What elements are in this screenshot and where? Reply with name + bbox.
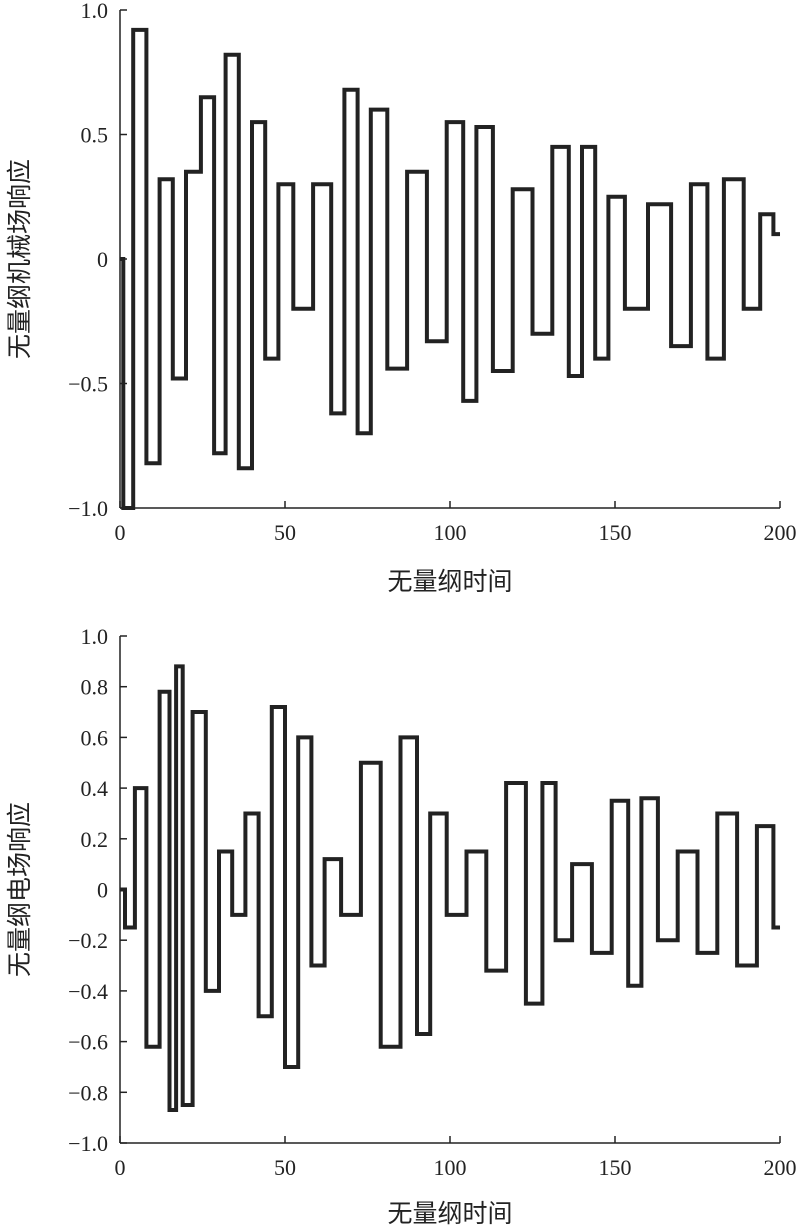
y-tick-label: −0.4 bbox=[68, 979, 108, 1004]
y-tick-label: −0.6 bbox=[68, 1030, 108, 1055]
y-tick-label: 1.0 bbox=[81, 0, 109, 23]
x-tick-label: 200 bbox=[764, 520, 797, 545]
x-tick-label: 150 bbox=[599, 1155, 632, 1180]
x-tick-label: 50 bbox=[274, 1155, 296, 1180]
y-tick-label: 0 bbox=[97, 247, 108, 272]
y-tick-label: 0.4 bbox=[81, 776, 109, 801]
series-line bbox=[120, 27, 780, 510]
x-tick-label: 200 bbox=[764, 1155, 797, 1180]
y-axis-title: 无量纲机械场响应 bbox=[6, 159, 34, 359]
series-line bbox=[120, 664, 780, 1112]
x-tick-label: 50 bbox=[274, 520, 296, 545]
y-axis-title: 无量纲电场响应 bbox=[6, 802, 34, 977]
y-tick-label: 0.2 bbox=[81, 827, 109, 852]
x-tick-label: 100 bbox=[434, 520, 467, 545]
x-tick-label: 150 bbox=[599, 520, 632, 545]
y-tick-label: 0.6 bbox=[81, 725, 109, 750]
y-tick-label: 0.8 bbox=[81, 675, 109, 700]
y-tick-label: 1.0 bbox=[81, 624, 109, 649]
y-tick-label: −1.0 bbox=[68, 496, 108, 521]
y-tick-label: 0.5 bbox=[81, 123, 109, 148]
y-tick-label: −1.0 bbox=[68, 1131, 108, 1156]
x-tick-label: 0 bbox=[115, 520, 126, 545]
x-tick-label: 100 bbox=[434, 1155, 467, 1180]
x-axis-title: 无量纲时间 bbox=[387, 1200, 512, 1228]
y-tick-label: −0.5 bbox=[68, 372, 108, 397]
x-axis-title: 无量纲时间 bbox=[387, 568, 512, 596]
x-tick-label: 0 bbox=[115, 1155, 126, 1180]
y-tick-label: −0.2 bbox=[68, 928, 108, 953]
y-tick-label: 0 bbox=[97, 878, 108, 903]
chart-mechanical-response: 0 50 100 150 200 −1.0 −0.5 0 0.5 1.0 无量纲时间 无量纲机械场响应 bbox=[6, 0, 797, 596]
chart-electric-response: 0 50 100 150 200 −1.0 −0.8 −0.6 −0.4 −0.2 0 0.2 0.4 0… bbox=[6, 624, 797, 1228]
y-tick-label: −0.8 bbox=[68, 1080, 108, 1105]
